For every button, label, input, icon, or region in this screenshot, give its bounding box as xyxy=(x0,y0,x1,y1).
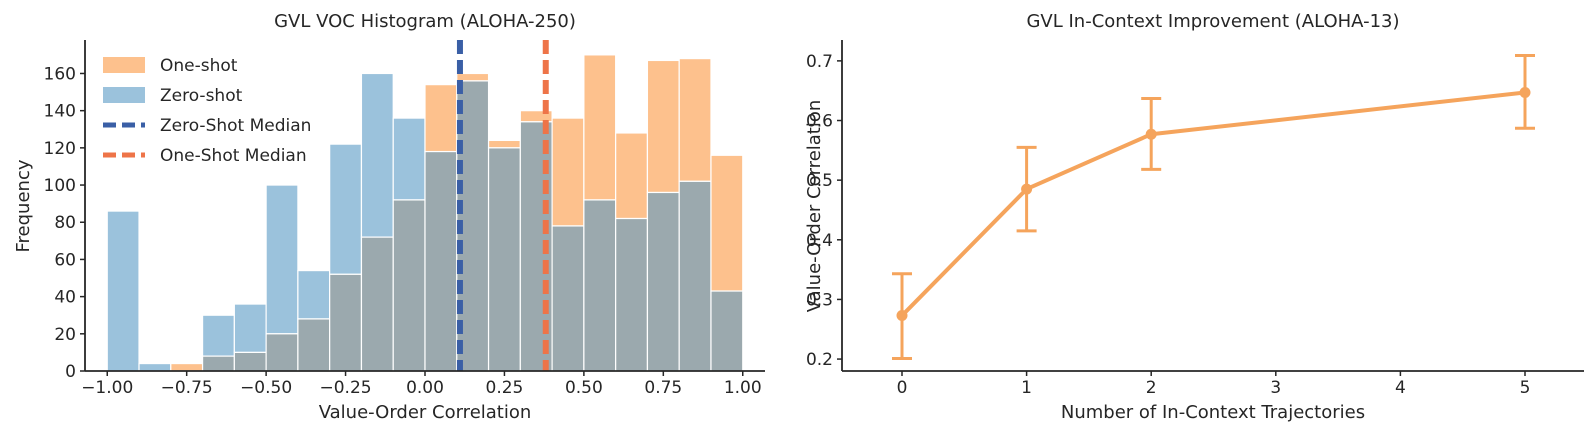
y-tick-label: 140 xyxy=(44,102,76,122)
x-tick-label: −0.50 xyxy=(240,378,292,398)
legend-label: One-shot xyxy=(160,56,238,76)
x-tick-label: 1 xyxy=(1021,378,1032,398)
y-tick-label: 120 xyxy=(44,139,76,159)
data-point xyxy=(1145,128,1157,140)
median-lines xyxy=(456,40,549,371)
one-shot-bar xyxy=(456,72,490,82)
zero-shot-bar xyxy=(360,72,394,238)
x-tick-label: −0.25 xyxy=(320,378,372,398)
y-tick-label: 0.5 xyxy=(806,171,833,191)
overlap-bar xyxy=(615,217,649,372)
legend-label: Zero-Shot Median xyxy=(160,116,311,136)
overlap-bar xyxy=(392,199,426,372)
y-tick-label: 40 xyxy=(54,288,76,308)
histogram-title: GVL VOC Histogram (ALOHA-250) xyxy=(274,11,576,32)
line-y-axis-label: Value-Order Correlation xyxy=(804,100,825,313)
x-tick-label: 4 xyxy=(1395,378,1406,398)
overlap-bar xyxy=(551,225,585,372)
overlap-bar xyxy=(710,290,744,372)
x-tick-label: 1.00 xyxy=(724,378,762,398)
y-tick-label: 100 xyxy=(44,176,76,196)
overlap-bar xyxy=(329,273,363,372)
line-series xyxy=(896,86,1531,322)
x-tick-label: 2 xyxy=(1146,378,1157,398)
y-tick-label: 0.4 xyxy=(806,231,833,251)
overlap-bar xyxy=(487,147,521,372)
overlap-bar xyxy=(297,318,331,372)
line-chart-title: GVL In-Context Improvement (ALOHA-13) xyxy=(1026,11,1399,32)
one-shot-bar xyxy=(646,59,680,194)
overlap-bar xyxy=(583,199,617,372)
line-chart: GVL In-Context Improvement (ALOHA-13) 0 1… xyxy=(804,11,1584,423)
overlap-bar xyxy=(646,191,680,372)
histogram-legend: One-shot Zero-shot Zero-Shot Median One-Sho… xyxy=(103,56,311,166)
data-point xyxy=(1021,183,1033,195)
y-tick-label: 0.6 xyxy=(806,112,833,132)
y-tick-label: 80 xyxy=(54,213,76,233)
y-tick-label: 0.7 xyxy=(806,52,833,72)
histogram-chart: GVL VOC Histogram (ALOHA-250) −1.00 −0.75… xyxy=(13,11,765,423)
overlap-bar xyxy=(201,355,235,372)
histogram-y-axis-label: Frequency xyxy=(13,159,34,252)
zero-shot-bar xyxy=(265,184,299,335)
legend-label: Zero-shot xyxy=(160,86,243,106)
one-shot-bar xyxy=(615,132,649,220)
overlap-bar xyxy=(265,333,299,372)
overlap-bar xyxy=(233,351,267,372)
zero-shot-bar xyxy=(297,269,331,320)
legend-label: One-Shot Median xyxy=(160,146,307,166)
x-tick-label: 0.75 xyxy=(644,378,682,398)
zero-shot-bar xyxy=(233,303,267,354)
x-tick-label: 0 xyxy=(897,378,908,398)
histogram-x-axis-label: Value-Order Correlation xyxy=(319,402,532,423)
zero-shot-bar xyxy=(138,362,172,372)
y-tick-label: 0.2 xyxy=(806,350,833,370)
legend-swatch xyxy=(103,87,145,103)
x-tick-label: −0.75 xyxy=(161,378,213,398)
y-tick-label: 20 xyxy=(54,325,76,345)
one-shot-bar xyxy=(551,117,585,227)
x-tick-label: 3 xyxy=(1270,378,1281,398)
data-point xyxy=(1519,86,1531,98)
y-tick-label: 60 xyxy=(54,250,76,270)
y-tick-label: 0.3 xyxy=(806,290,833,310)
zero-shot-bar xyxy=(392,117,426,201)
zero-shot-bar xyxy=(201,314,235,357)
zero-shot-bar xyxy=(329,143,363,275)
series-line xyxy=(900,90,1526,317)
one-shot-bar xyxy=(170,362,204,372)
legend-swatch xyxy=(103,57,145,73)
data-point xyxy=(896,310,908,322)
x-tick-label: −1.00 xyxy=(81,378,133,398)
zero-shot-bar xyxy=(106,210,140,372)
one-shot-bar xyxy=(710,154,744,292)
one-shot-bar xyxy=(424,84,458,153)
x-tick-label: 5 xyxy=(1520,378,1531,398)
y-tick-label: 0 xyxy=(65,362,76,382)
histogram-x-ticks: −1.00 −0.75 −0.50 −0.25 0.00 0.25 0.50 0.75 1.00 xyxy=(81,371,762,398)
line-y-ticks: 0.2 0.3 0.4 0.5 0.6 0.7 xyxy=(806,52,842,370)
x-tick-label: 0.25 xyxy=(486,378,524,398)
overlap-bar xyxy=(678,180,712,372)
histogram-bars xyxy=(106,54,744,372)
line-x-ticks: 0 1 2 3 4 5 xyxy=(897,371,1531,398)
overlap-bar xyxy=(424,150,458,372)
x-tick-label: 0.50 xyxy=(565,378,603,398)
line-x-axis-label: Number of In-Context Trajectories xyxy=(1061,402,1365,423)
one-shot-bar xyxy=(487,139,521,149)
one-shot-bar xyxy=(583,54,617,201)
one-shot-bar xyxy=(678,57,712,182)
y-tick-label: 160 xyxy=(44,64,76,84)
histogram-y-ticks: 0 20 40 60 80 100 120 140 160 xyxy=(44,64,85,382)
x-tick-label: 0.00 xyxy=(406,378,444,398)
overlap-bar xyxy=(360,236,394,372)
